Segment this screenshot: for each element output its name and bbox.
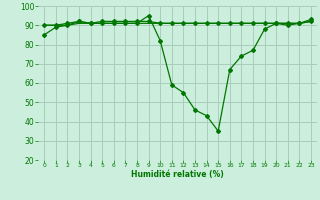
X-axis label: Humidité relative (%): Humidité relative (%): [131, 170, 224, 179]
